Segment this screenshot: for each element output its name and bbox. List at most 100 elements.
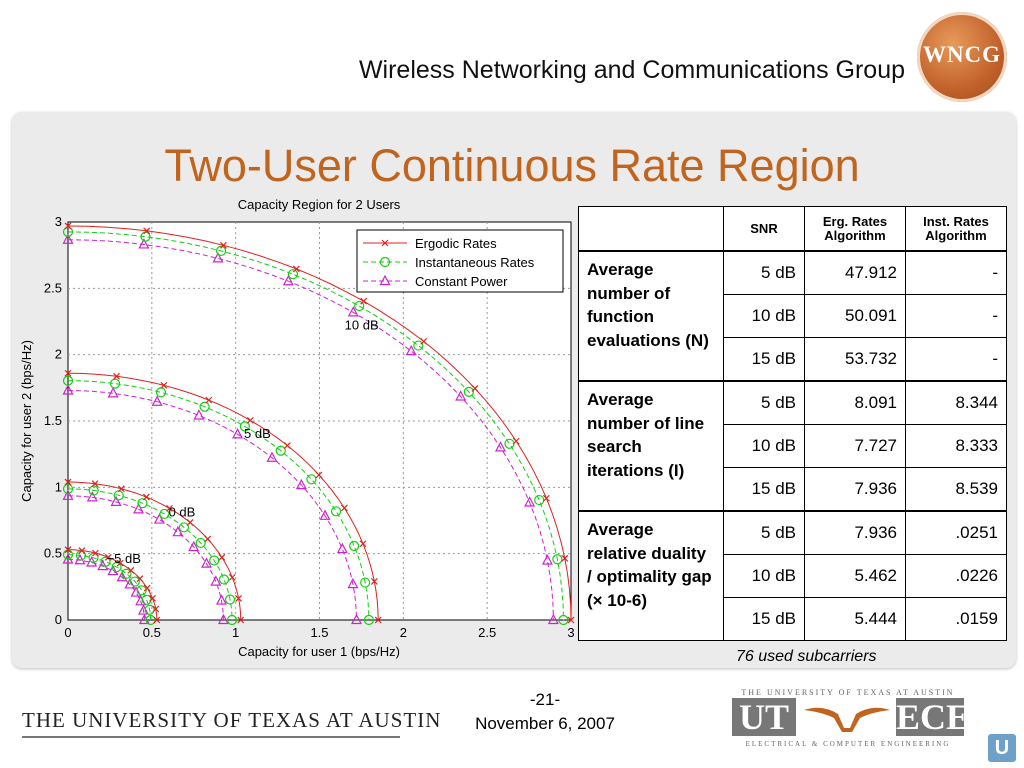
- marker-triangle: [282, 274, 294, 286]
- table-cell-snr: 5 dB: [723, 250, 805, 295]
- ece-logo-top-text: THE UNIVERSITY OF TEXAS AT AUSTIN: [741, 688, 955, 697]
- marker-x: [359, 540, 367, 548]
- table-header-erg: Erg. Rates Algorithm: [804, 206, 906, 252]
- y-tick-label: 3: [55, 214, 62, 229]
- marker-circle: [62, 483, 74, 495]
- marker-circle: [178, 522, 190, 533]
- x-tick-label: 2: [400, 625, 407, 640]
- marker-x: [220, 241, 227, 249]
- marker-circle: [226, 614, 238, 626]
- table-cell-erg: 50.091: [804, 294, 906, 338]
- marker-triangle: [151, 395, 163, 406]
- footer-date: November 6, 2007: [475, 714, 615, 733]
- marker-circle: [224, 594, 236, 605]
- y-tick-label: 2.5: [44, 280, 62, 295]
- snr-label: 10 dB: [345, 317, 379, 332]
- x-tick-label: 1.5: [310, 625, 328, 640]
- marker-circle: [552, 554, 563, 565]
- marker-x: [153, 616, 161, 624]
- marker-circle: [159, 508, 170, 520]
- table-cell-erg: 53.732: [804, 337, 906, 382]
- table-cell-erg: 5.462: [804, 554, 906, 598]
- table-header-inst: Inst. Rates Algorithm: [905, 206, 1007, 252]
- marker-x: [283, 442, 291, 449]
- marker-x: [315, 471, 323, 479]
- marker-x: [237, 616, 245, 624]
- marker-circle: [88, 552, 99, 563]
- marker-x: [116, 559, 124, 567]
- marker-x: [142, 493, 150, 501]
- table-cell-erg: 5.444: [804, 597, 906, 641]
- marker-circle: [62, 226, 74, 237]
- legend-entry: Instantaneous Rates: [415, 255, 535, 270]
- marker-triangle: [153, 513, 165, 524]
- marker-triangle: [494, 441, 506, 452]
- series-constant-power: [67, 390, 357, 621]
- marker-circle: [216, 245, 227, 256]
- marker-circle: [145, 614, 156, 626]
- nav-u-icon[interactable]: U: [988, 734, 1016, 762]
- marker-triangle: [130, 586, 142, 597]
- marker-x: [113, 372, 120, 380]
- table-cell-erg: 7.936: [804, 467, 906, 512]
- table-cell-snr: 15 dB: [723, 467, 805, 512]
- slide-title: Two-User Continuous Rate Region: [164, 140, 860, 191]
- wncg-logo-text: WNCG: [922, 42, 1002, 67]
- table-header-empty: [578, 206, 724, 252]
- table-cell-inst: -: [905, 294, 1007, 338]
- table-note: 76 used subcarriers: [736, 648, 877, 665]
- marker-x: [166, 504, 173, 512]
- table-row: 15 dB 53.732-: [579, 337, 1007, 382]
- table-row: 15 dB 7.936 8.539: [579, 467, 1007, 512]
- marker-circle: [62, 375, 74, 386]
- marker-triangle: [62, 233, 74, 244]
- table-cell-erg: 7.936: [804, 510, 906, 555]
- marker-circle: [199, 401, 210, 412]
- marker-x: [91, 480, 99, 488]
- marker-x: [152, 605, 160, 613]
- marker-triangle: [541, 554, 553, 565]
- marker-x: [360, 297, 368, 305]
- marker-x: [471, 384, 479, 392]
- table-cell-erg: 47.912: [804, 250, 906, 295]
- header-org-name: Wireless Networking and Communications G…: [358, 56, 905, 84]
- longhorn-icon: [804, 707, 890, 732]
- stats-table: SNR Erg. Rates Algorithm Inst. Rates Alg…: [578, 206, 1007, 641]
- legend-marker-circle: [379, 256, 391, 268]
- marker-triangle: [216, 594, 228, 605]
- x-tick-label: 2.5: [478, 625, 496, 640]
- marker-x: [64, 369, 72, 377]
- x-tick-label: 0.5: [143, 625, 161, 640]
- marker-circle: [239, 421, 250, 432]
- marker-x: [104, 553, 112, 561]
- marker-x: [292, 265, 300, 273]
- table-row: Average number of line search iterations…: [578, 380, 1007, 512]
- marker-circle: [111, 561, 122, 573]
- marker-circle: [195, 537, 206, 549]
- marker-x: [205, 396, 213, 404]
- table-row: 10 dB 50.091-: [579, 294, 1007, 338]
- marker-circle: [349, 540, 360, 552]
- marker-x: [143, 227, 151, 235]
- marker-circle: [109, 378, 121, 389]
- marker-x: [370, 577, 378, 585]
- table-cell-snr: 10 dB: [723, 294, 805, 338]
- table-cell-inst: 8.333: [905, 424, 1007, 468]
- marker-triangle: [107, 387, 119, 398]
- marker-circle: [413, 340, 424, 351]
- marker-circle: [363, 614, 374, 626]
- marker-triangle: [210, 575, 222, 586]
- x-tick-label: 1: [232, 625, 239, 640]
- table-cell-inst: .0226: [905, 554, 1007, 598]
- table-group-label: Average relative duality / optimality ga…: [578, 510, 724, 641]
- chart-legend: Ergodic Rates Instantaneous Rates Constant…: [356, 229, 564, 293]
- marker-circle: [88, 485, 99, 496]
- marker-triangle: [133, 503, 145, 514]
- marker-triangle: [336, 542, 348, 554]
- table-row: 10 dB 5.462.0226: [579, 554, 1007, 598]
- capacity-region-chart: 0 0.5 1 1.5 2 2.5 3 0 0.5 1 1.5 2 2.5 3 Capacity Regi…: [15, 193, 580, 665]
- marker-triangle: [124, 578, 136, 589]
- table-cell-snr: 15 dB: [723, 597, 805, 641]
- y-tick-label: 2: [55, 347, 62, 362]
- table-group-label: Average number of line search iterations…: [578, 380, 724, 512]
